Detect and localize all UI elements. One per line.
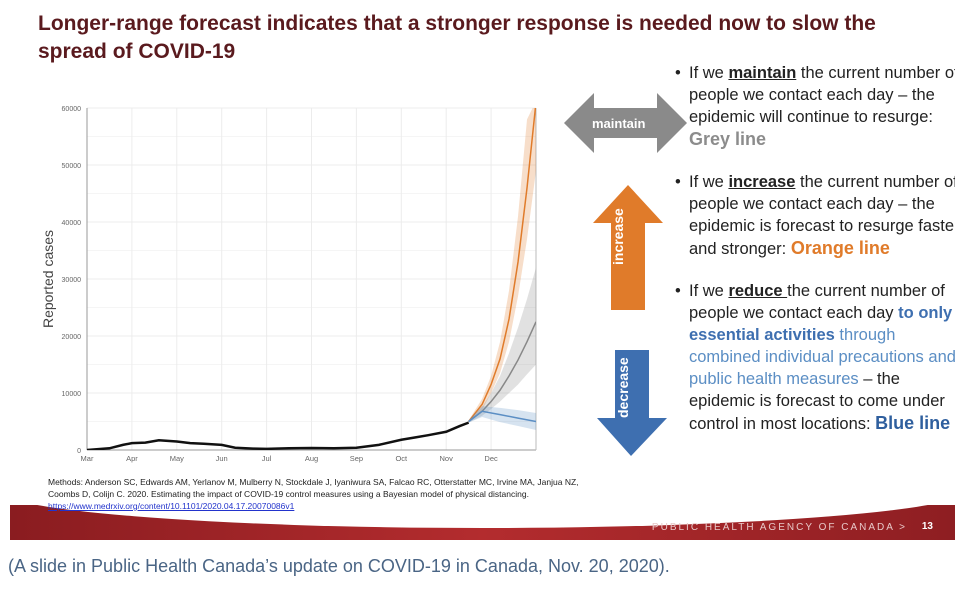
y-tick-label: 50000 (62, 163, 82, 170)
maintain-arrow-label: maintain (592, 116, 646, 131)
y-tick-label: 10000 (62, 391, 82, 398)
x-tick-label: Jun (216, 454, 228, 463)
bullet-reduce: If we reduce the current number of peopl… (675, 280, 955, 435)
y-axis-label: Reported cases (40, 230, 56, 328)
forecast-chart: 0 10000 20000 30000 40000 50000 60000 Mar Apr May… (40, 106, 537, 463)
page-number: 13 (921, 521, 933, 532)
series-line-reduce (468, 410, 536, 423)
series-line-maintain (468, 321, 536, 423)
methods-line2: Coombs D, Colijn C. 2020. Estimating the… (48, 489, 529, 499)
bullet-increase: If we increase the current number of peo… (675, 171, 955, 260)
decrease-arrow-label: decrease (615, 357, 631, 418)
series-line-increase (468, 108, 536, 422)
x-tick-label: Nov (440, 454, 454, 463)
x-tick-label: Aug (305, 454, 318, 463)
footer-agency: PUBLIC HEALTH AGENCY OF CANADA > (651, 522, 907, 533)
methods-line1: Methods: Anderson SC, Edwards AM, Yerlan… (48, 477, 579, 487)
decrease-down-arrow-icon (597, 350, 667, 456)
increase-arrow-label: increase (610, 208, 626, 265)
slide-title: Longer-range forecast indicates that a s… (38, 12, 876, 63)
increase-up-arrow-icon (593, 185, 663, 310)
band-1 (468, 108, 536, 423)
x-tick-label: May (170, 454, 184, 463)
maintain-double-arrow-icon (564, 93, 687, 153)
band-3 (468, 406, 536, 431)
x-tick-label: Jul (262, 454, 272, 463)
y-tick-label: 60000 (62, 106, 82, 113)
x-tick-label: Dec (484, 454, 498, 463)
x-tick-label: Sep (350, 454, 363, 463)
y-tick-label: 20000 (62, 334, 82, 341)
x-tick-label: Apr (126, 454, 138, 463)
y-tick-label: 40000 (62, 220, 82, 227)
band-2 (468, 267, 536, 423)
slide: Longer-range forecast indicates that a s… (10, 0, 955, 540)
methods-link[interactable]: https://www.medrxiv.org/content/10.1101/… (48, 501, 295, 511)
methods-citation: Methods: Anderson SC, Edwards AM, Yerlan… (48, 476, 658, 512)
image-caption: (A slide in Public Health Canada’s updat… (8, 556, 670, 576)
bullet-maintain: If we maintain the current number of peo… (675, 62, 955, 151)
scenario-bullets: If we maintain the current number of peo… (675, 62, 955, 455)
x-tick-label: Mar (81, 454, 94, 463)
y-tick-label: 0 (77, 448, 81, 455)
series-line-observed (87, 421, 470, 450)
x-tick-label: Oct (395, 454, 408, 463)
y-tick-label: 30000 (62, 277, 82, 284)
